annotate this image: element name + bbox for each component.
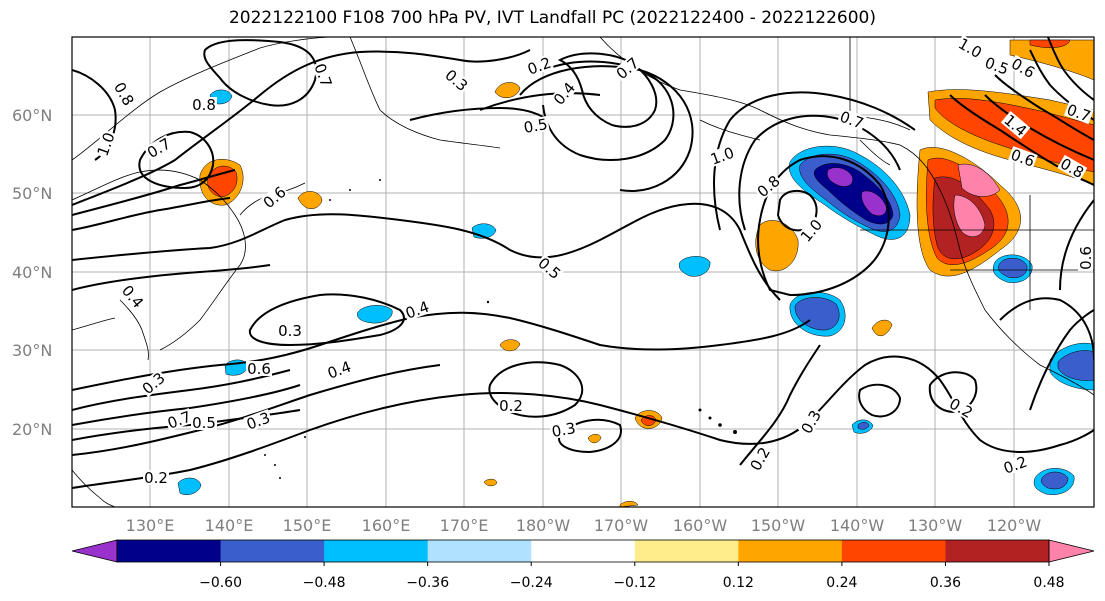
- contour-label: 0.2: [143, 469, 169, 487]
- lon-label-180w: 180°W: [516, 516, 571, 535]
- colorbar-swatch: [324, 540, 429, 562]
- colorbar-extend-max: [1048, 539, 1095, 563]
- lat-label-50: 50°N: [12, 184, 52, 203]
- contour-label: 0.5: [191, 414, 217, 432]
- svg-text:0.2: 0.2: [144, 469, 168, 487]
- colorbar-tick-label: −0.24: [510, 575, 553, 591]
- svg-text:0.8: 0.8: [192, 96, 216, 114]
- colorbar-tick-label: −0.12: [613, 575, 656, 591]
- colorbar-tick-label: −0.36: [406, 575, 449, 591]
- lon-label-170e: 170°E: [440, 516, 489, 535]
- lon-label-130e: 130°E: [126, 516, 175, 535]
- contour-label: 0.2: [498, 397, 524, 415]
- colorbar-swatch: [220, 540, 325, 562]
- map-border: [71, 36, 1095, 508]
- colorbar-swatch: [738, 540, 843, 562]
- lon-label-120w: 120°W: [987, 516, 1042, 535]
- lat-labels: 60°N 50°N 40°N 30°N 20°N: [12, 106, 52, 439]
- colorbar-tick-label: 0.36: [930, 575, 961, 591]
- colorbar-swatch: [945, 540, 1050, 562]
- colorbar-swatch: [531, 540, 636, 562]
- lat-label-60: 60°N: [12, 106, 52, 125]
- contour-label: 0.5: [521, 115, 550, 137]
- lat-label-40: 40°N: [12, 263, 52, 282]
- colorbar: [71, 539, 1095, 563]
- svg-text:0.3: 0.3: [550, 419, 577, 441]
- colorbar-tick-label: 0.48: [1033, 575, 1064, 591]
- colorbar-frame: [116, 539, 1050, 563]
- colorbar-tick-label: 0.12: [723, 575, 754, 591]
- contour-label: 0.6: [246, 360, 272, 378]
- colorbar-ticks: −0.60 −0.48 −0.36 −0.24 −0.12 0.12 0.24 0.36 0.4…: [199, 562, 1065, 591]
- colorbar-swatch: [841, 540, 946, 562]
- svg-text:0.6: 0.6: [1077, 246, 1095, 270]
- colorbar-tick-label: −0.60: [199, 575, 242, 591]
- colorbar-swatch: [117, 540, 222, 562]
- contour-label: 0.3: [549, 419, 578, 441]
- colorbar-swatch: [427, 540, 532, 562]
- map-title: 2022122100 F108 700 hPa PV, IVT Landfall…: [228, 8, 876, 28]
- colorbar-tick-label: −0.48: [303, 575, 346, 591]
- contour-label: 0.6: [1077, 245, 1095, 271]
- lat-label-20: 20°N: [12, 420, 52, 439]
- lon-label-160w: 160°W: [673, 516, 728, 535]
- lon-label-160e: 160°E: [362, 516, 411, 535]
- contour-label: 0.8: [191, 96, 217, 114]
- svg-text:0.5: 0.5: [522, 115, 549, 137]
- lat-label-30: 30°N: [12, 341, 52, 360]
- svg-text:0.2: 0.2: [499, 397, 523, 415]
- lon-label-130w: 130°W: [908, 516, 963, 535]
- svg-text:0.5: 0.5: [192, 414, 216, 432]
- colorbar-tick-label: 0.24: [826, 575, 857, 591]
- lon-label-170w: 170°W: [594, 516, 649, 535]
- lon-label-140w: 140°W: [830, 516, 885, 535]
- contour-label: 0.3: [277, 322, 303, 340]
- lon-label-150e: 150°E: [283, 516, 332, 535]
- islands: [264, 179, 737, 479]
- lon-label-150w: 150°W: [751, 516, 806, 535]
- colorbar-swatch: [634, 540, 739, 562]
- svg-text:0.6: 0.6: [247, 360, 271, 378]
- lon-labels: 130°E 140°E 150°E 160°E 170°E 180°W 170°…: [126, 516, 1042, 535]
- lon-label-140e: 140°E: [205, 516, 254, 535]
- colorbar-extend-min: [71, 539, 118, 563]
- svg-text:0.3: 0.3: [278, 322, 302, 340]
